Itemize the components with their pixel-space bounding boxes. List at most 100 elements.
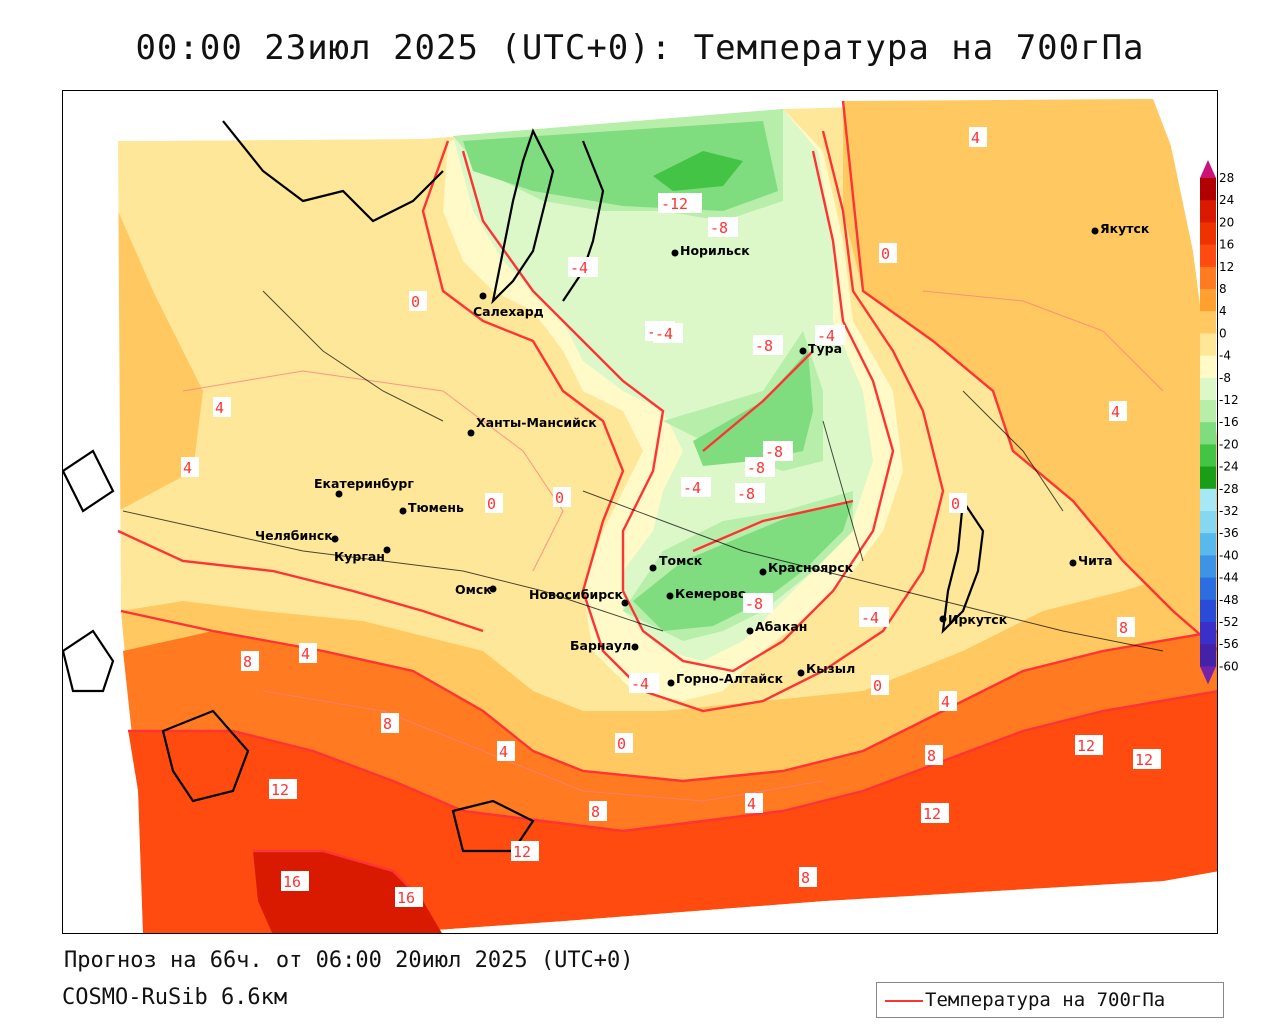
- legend-line-swatch: [885, 1000, 923, 1002]
- svg-text:-4: -4: [817, 327, 835, 345]
- svg-text:Кызыл: Кызыл: [806, 661, 855, 676]
- svg-text:-4: -4: [631, 675, 649, 693]
- iso-label: -8: [763, 441, 793, 461]
- scale-tick-label: -48: [1219, 593, 1239, 607]
- svg-text:12: 12: [271, 781, 289, 799]
- svg-text:Абакан: Абакан: [755, 619, 807, 634]
- scale-swatch: [1200, 289, 1216, 312]
- zone-4-8: [118, 211, 203, 511]
- svg-text:-4: -4: [570, 259, 588, 277]
- scale-swatch: [1200, 355, 1216, 379]
- svg-text:4: 4: [941, 693, 950, 711]
- iso-label: 16: [281, 871, 309, 891]
- svg-text:Екатеринбург: Екатеринбург: [314, 476, 414, 491]
- iso-label: -12: [658, 193, 702, 213]
- scale-tick-label: 8: [1219, 282, 1227, 296]
- svg-text:-8: -8: [755, 337, 773, 355]
- zone-minus12: [463, 121, 778, 211]
- svg-text:12: 12: [1135, 751, 1153, 769]
- city-gorno-altaysk: Горно-Алтайск: [667, 671, 784, 687]
- temperature-map[interactable]: Салехард Норильск Тура Якутск Ханты-Манс…: [62, 90, 1218, 934]
- iso-label: 8: [381, 713, 399, 733]
- svg-text:4: 4: [301, 645, 310, 663]
- iso-label: -4: [568, 257, 598, 277]
- iso-label: 0: [879, 243, 897, 263]
- scale-swatch: [1200, 488, 1216, 512]
- coastlines: [63, 120, 985, 853]
- admin-borders: [122, 290, 1164, 652]
- svg-text:-8: -8: [745, 595, 763, 613]
- iso-label: 4: [299, 643, 317, 663]
- city-abakan: Абакан: [746, 619, 807, 635]
- iso-label: 0: [553, 487, 571, 507]
- scale-bottom-arrow: [1200, 666, 1216, 685]
- svg-text:8: 8: [801, 869, 810, 887]
- iso-label: 4: [213, 397, 231, 417]
- iso-label: 0: [485, 493, 503, 513]
- iso-label: -8: [745, 457, 775, 477]
- scale-swatch: [1200, 466, 1216, 490]
- scale-swatch: [1200, 266, 1216, 290]
- svg-text:-8: -8: [710, 219, 728, 237]
- svg-text:8: 8: [1119, 619, 1128, 637]
- svg-text:Тюмень: Тюмень: [408, 500, 464, 515]
- scale-swatch: [1200, 555, 1216, 579]
- svg-text:Иркутск: Иркутск: [948, 612, 1008, 627]
- scale-tick-label: 28: [1219, 171, 1234, 185]
- legend-label: Температура на 700гПа: [925, 989, 1166, 1011]
- color-scale: 28 24 20 16 12 8 4 0 -4 -8 -12 -16 -20 -24 -28 -32 -36 -4…: [1199, 160, 1269, 690]
- svg-text:4: 4: [499, 743, 508, 761]
- svg-text:12: 12: [513, 843, 531, 861]
- svg-text:Барнаул: Барнаул: [570, 638, 631, 653]
- iso-label: -4: [815, 325, 845, 345]
- svg-text:Якутск: Якутск: [1100, 221, 1150, 236]
- svg-text:-4: -4: [683, 479, 701, 497]
- svg-text:4: 4: [971, 129, 980, 147]
- scale-tick-label: -28: [1219, 482, 1239, 496]
- scale-swatch: [1200, 422, 1216, 445]
- scale-swatch: [1200, 644, 1216, 667]
- city-novosibirsk: Новосибирск: [529, 587, 629, 607]
- scale-tick-label: -4: [1219, 349, 1231, 363]
- svg-text:0: 0: [881, 245, 890, 263]
- iso-label: 0: [409, 291, 427, 311]
- iso-label: 4: [181, 457, 199, 477]
- scale-swatch: [1200, 333, 1216, 357]
- svg-text:-8: -8: [747, 459, 765, 477]
- scale-tick-label: -32: [1219, 504, 1239, 518]
- svg-text:Томск: Томск: [659, 553, 703, 568]
- svg-text:4: 4: [215, 399, 224, 417]
- svg-text:-8: -8: [765, 443, 783, 461]
- iso-label: 8: [799, 867, 817, 887]
- svg-text:Чита: Чита: [1078, 553, 1113, 568]
- city-kurgan: Курган: [334, 546, 391, 564]
- city-ekaterinburg: Екатеринбург: [314, 476, 414, 498]
- scale-tick-label: 20: [1219, 215, 1234, 229]
- city-yakutsk: Якутск: [1091, 221, 1150, 236]
- iso-label: 0: [615, 733, 633, 753]
- svg-text:Челябинск: Челябинск: [255, 528, 333, 543]
- city-khanty-mansiysk: Ханты-Мансийск: [467, 415, 597, 437]
- svg-text:0: 0: [617, 735, 626, 753]
- scale-tick-label: -24: [1219, 460, 1239, 474]
- svg-text:8: 8: [591, 803, 600, 821]
- svg-text:-4: -4: [861, 609, 879, 627]
- iso-label: 0: [871, 675, 889, 695]
- city-irkutsk: Иркутск: [939, 612, 1008, 627]
- svg-text:Горно-Алтайск: Горно-Алтайск: [676, 671, 784, 686]
- iso-label: -4: [681, 477, 711, 497]
- scale-swatch: [1200, 222, 1216, 246]
- svg-text:-4: -4: [655, 325, 673, 343]
- scale-swatch: [1200, 400, 1216, 423]
- city-chelyabinsk: Челябинск: [255, 528, 339, 543]
- iso-label: 12: [269, 779, 297, 799]
- scale-tick-label: -36: [1219, 526, 1239, 540]
- scale-swatch: [1200, 511, 1216, 534]
- svg-text:12: 12: [923, 805, 941, 823]
- city-tyumen: Тюмень: [399, 500, 464, 515]
- svg-text:Норильск: Норильск: [680, 243, 750, 258]
- scale-tick-label: 0: [1219, 326, 1227, 340]
- color-scale-bar: 28 24 20 16 12 8 4 0 -4 -8 -12 -16 -20 -24 -28 -32 -36 -4…: [1200, 160, 1239, 685]
- city-salekhard: Салехард: [473, 292, 544, 319]
- svg-text:8: 8: [383, 715, 392, 733]
